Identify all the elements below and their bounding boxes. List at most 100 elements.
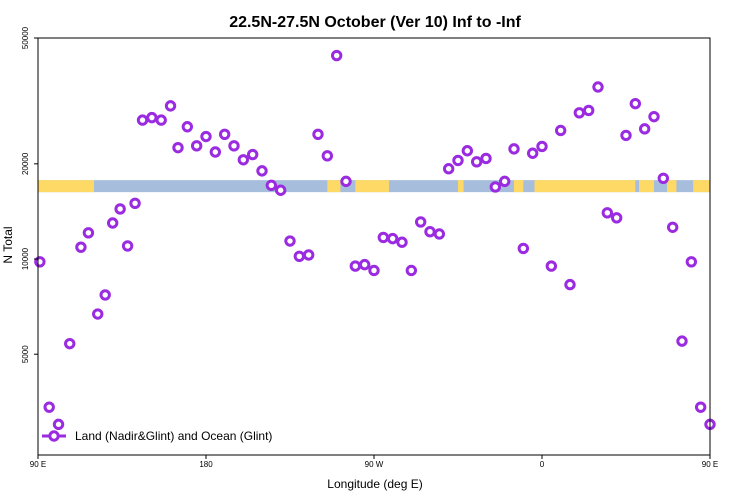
land-segment <box>534 180 636 193</box>
data-point <box>82 227 95 239</box>
data-point <box>610 212 623 224</box>
y-axis-ticks: 5000 10000 20000 50000 <box>21 26 38 363</box>
data-point <box>508 143 520 155</box>
data-point <box>172 141 184 154</box>
x-axis-ticks: 90 E 180 90 W 0 90 E <box>30 455 718 469</box>
x-tick-label: 180 <box>199 460 213 469</box>
data-point <box>554 124 567 137</box>
legend: Land (Nadir&Glint) and Ocean (Glint) <box>42 429 272 443</box>
data-point <box>433 228 446 240</box>
data-point <box>293 250 306 262</box>
data-point <box>582 104 595 117</box>
data-point <box>676 335 688 347</box>
data-point <box>470 156 483 168</box>
data-point <box>52 418 65 431</box>
x-tick-label: 90 E <box>702 460 718 469</box>
y-tick-label: 50000 <box>21 26 30 49</box>
data-point <box>648 110 660 123</box>
data-point <box>377 231 390 244</box>
data-point <box>114 203 126 215</box>
data-point <box>106 217 119 229</box>
data-point <box>368 264 380 277</box>
data-point <box>694 401 707 413</box>
data-point <box>517 242 530 255</box>
data-point <box>218 128 231 140</box>
data-point <box>349 260 362 272</box>
data-point <box>685 256 698 268</box>
data-point <box>386 232 399 245</box>
land-segment <box>639 180 654 193</box>
data-point <box>209 146 222 158</box>
data-point <box>284 235 296 247</box>
data-point <box>592 81 604 93</box>
data-point <box>64 337 76 350</box>
land-segment <box>38 180 94 193</box>
x-tick-label: 0 <box>540 460 545 469</box>
data-points <box>34 49 716 431</box>
data-point <box>190 140 203 152</box>
legend-marker <box>48 430 60 442</box>
data-point <box>573 107 586 119</box>
data-point <box>461 145 474 157</box>
chart-title: 22.5N-27.5N October (Ver 10) Inf to -Inf <box>229 14 521 31</box>
data-point <box>274 184 287 196</box>
data-point <box>256 165 268 177</box>
data-point <box>136 114 149 126</box>
x-tick-label: 90 W <box>365 460 384 469</box>
y-tick-label: 5000 <box>21 345 30 363</box>
data-point <box>265 179 278 192</box>
data-point <box>146 111 158 124</box>
data-point <box>536 140 548 153</box>
data-point <box>155 114 167 126</box>
legend-label: Land (Nadir&Glint) and Ocean (Glint) <box>75 429 272 443</box>
data-point <box>237 154 250 166</box>
x-tick-label: 90 E <box>30 460 46 469</box>
data-point <box>321 150 334 162</box>
data-point <box>99 289 111 301</box>
land-segment <box>693 180 710 193</box>
data-point <box>452 154 464 167</box>
land-segment <box>667 180 677 193</box>
data-point <box>545 260 558 272</box>
y-axis-label: N Total <box>1 226 15 263</box>
data-point <box>480 152 492 165</box>
y-tick-label: 10000 <box>21 247 30 270</box>
data-point <box>498 175 511 188</box>
data-point <box>92 308 104 320</box>
data-point <box>330 49 343 62</box>
data-point <box>666 221 679 233</box>
data-point <box>564 278 576 291</box>
data-point <box>620 129 632 142</box>
data-point <box>489 181 502 193</box>
data-point <box>121 240 134 252</box>
y-tick-label: 20000 <box>21 152 30 175</box>
x-axis-label: Longitude (deg E) <box>327 477 422 491</box>
data-point <box>526 147 539 159</box>
data-point <box>246 148 259 161</box>
data-point <box>405 264 418 277</box>
data-point <box>228 140 240 152</box>
land-segment <box>355 180 389 193</box>
data-point <box>657 172 670 185</box>
land-ocean-band <box>38 180 710 193</box>
data-point <box>442 163 455 175</box>
data-point <box>129 197 141 210</box>
data-point <box>43 401 55 413</box>
land-segment <box>327 180 341 193</box>
data-point <box>302 249 315 261</box>
data-point <box>200 130 212 143</box>
land-segment <box>458 180 464 193</box>
data-point <box>414 216 427 228</box>
data-point <box>396 236 408 248</box>
data-point <box>340 175 352 188</box>
data-point <box>75 241 87 253</box>
data-point <box>638 123 651 135</box>
data-point <box>424 226 436 238</box>
data-point <box>312 128 324 140</box>
data-point <box>601 207 614 219</box>
data-point <box>181 121 194 133</box>
data-point <box>164 100 177 112</box>
data-point <box>358 258 371 271</box>
